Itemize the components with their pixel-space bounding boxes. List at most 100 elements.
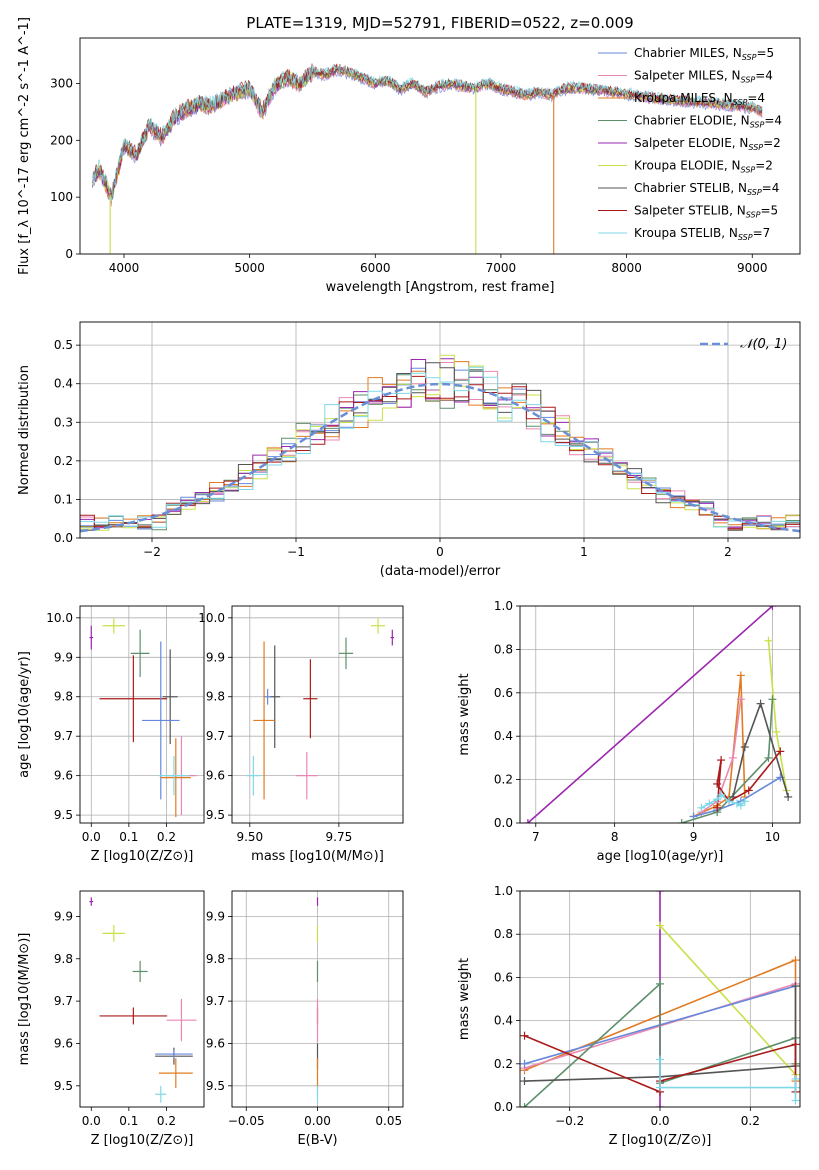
y-axis-label: mass weight (457, 673, 472, 755)
x-tick-label: −0.05 (228, 1114, 265, 1128)
legend-label: Salpeter STELIB, NSSP=5 (634, 204, 778, 220)
y-axis-label: mass weight (457, 958, 472, 1040)
x-tick-label: 0.05 (375, 1114, 402, 1128)
axes-frame (79, 37, 801, 255)
y-tick-label: 9.9 (54, 650, 73, 664)
y-tick-label: 0.3 (54, 415, 73, 429)
x-tick-label: 0.1 (119, 1114, 138, 1128)
spectrum-legend: Chabrier MILES, NSSP=5 Salpeter MILES, NS… (598, 46, 782, 242)
y-tick-label: 9.5 (206, 1079, 225, 1093)
legend-label: Salpeter ELODIE, NSSP=2 (634, 136, 781, 152)
x-axis-label: Z [log10(Z/Z⊙)] (91, 1133, 194, 1148)
legend-label: Chabrier MILES, NSSP=5 (634, 46, 774, 62)
y-tick-label: 0.8 (494, 642, 513, 656)
y-tick-label: 0.0 (494, 816, 513, 830)
x-axis-label: (data-model)/error (380, 564, 501, 579)
legend-label: Salpeter MILES, NSSP=4 (634, 69, 773, 85)
mass-vs-Z-area (89, 897, 197, 1103)
y-tick-label: 0.5 (54, 338, 73, 352)
x-tick-label: 10 (765, 830, 780, 844)
mass-vs-Z-panel: 0.0 0.1 0.2 9.5 9.6 9.7 9.8 9.9 Z [log10(Z/Z⊙)] m… (17, 890, 205, 1148)
x-tick-label: 9.75 (326, 830, 353, 844)
x-axis-label: mass [log10(M/M⊙)] (251, 849, 384, 864)
weight-vs-Z-area (520, 891, 800, 1107)
x-axis-label: age [log10(age/yr)] (597, 849, 724, 864)
axes-frame (519, 605, 801, 824)
weight-series-line (659, 925, 797, 1076)
y-tick-label: 0.4 (494, 1014, 513, 1028)
y-tick-label: 9.9 (54, 909, 73, 923)
y-tick-label: 9.6 (206, 769, 225, 783)
x-tick-label: 5000 (234, 261, 265, 275)
y-tick-label: 100 (50, 190, 73, 204)
x-tick-label: 0.0 (82, 830, 101, 844)
y-tick-label: 0.6 (494, 686, 513, 700)
age-vs-mass-area (246, 617, 395, 800)
weight-vs-age-area (523, 606, 793, 823)
x-tick-label: 0.0 (650, 1114, 669, 1128)
y-axis-label: Flux [f_λ 10^-17 erg cm^-2 s^-1 A^-1] (17, 17, 32, 275)
residual-histogram (80, 354, 800, 531)
residuals-panel: −2 −1 0 1 2 0.0 0.1 0.2 0.3 0.4 0.5 (data-model)/er… (17, 321, 801, 579)
y-tick-label: 9.5 (54, 1079, 73, 1093)
axes-frame (231, 890, 404, 1108)
figure-title: PLATE=1319, MJD=52791, FIBERID=0522, z=0… (246, 14, 633, 32)
y-tick-label: 0.2 (494, 773, 513, 787)
weight-series-line (732, 701, 789, 798)
x-tick-label: 0.2 (741, 1114, 760, 1128)
x-tick-label: 0.2 (157, 830, 176, 844)
age-vs-Z-panel: 0.0 0.1 0.2 9.5 9.6 9.7 9.8 9.9 10.0 Z [log10(Z/Z… (17, 605, 205, 864)
y-tick-label: 9.6 (206, 1036, 225, 1050)
mass-vs-ebv-panel: −0.05 0.00 0.05 9.5 9.6 9.7 9.8 9.9 E(B-V) (206, 890, 404, 1148)
weight-series-line (659, 1059, 797, 1101)
legend-label: 𝒩(0, 1) (740, 337, 787, 352)
y-axis-label: age [log10(age/yr)] (17, 651, 32, 778)
y-tick-label: 9.8 (54, 952, 73, 966)
legend-label: Chabrier ELODIE, NSSP=4 (634, 114, 782, 130)
x-axis-label: Z [log10(Z/Z⊙)] (609, 1133, 712, 1148)
x-tick-label: 6000 (360, 261, 391, 275)
x-tick-label: −1 (287, 545, 305, 559)
y-tick-label: 0.1 (54, 492, 73, 506)
y-tick-label: 0.4 (494, 729, 513, 743)
y-tick-label: 9.9 (206, 909, 225, 923)
x-tick-label: −2 (143, 545, 161, 559)
y-tick-label: 9.6 (54, 1036, 73, 1050)
x-tick-label: 0.00 (304, 1114, 331, 1128)
y-tick-label: 9.7 (206, 994, 225, 1008)
y-tick-label: 0.4 (54, 377, 73, 391)
y-tick-label: 0.2 (494, 1057, 513, 1071)
x-tick-label: 1 (580, 545, 588, 559)
x-tick-label: 8000 (611, 261, 642, 275)
y-tick-label: 300 (50, 76, 73, 90)
normal-curve (80, 382, 800, 533)
x-tick-label: 2 (724, 545, 732, 559)
y-tick-label: 9.5 (54, 808, 73, 822)
spectrum-series-line (92, 63, 763, 198)
weight-vs-age-panel: 7 8 9 10 0.0 0.2 0.4 0.6 0.8 1.0 age [log10(age/yr… (457, 599, 801, 864)
y-tick-label: 9.6 (54, 769, 73, 783)
y-tick-label: 0.2 (54, 454, 73, 468)
x-tick-label: 9.50 (236, 830, 263, 844)
x-axis-label: E(B-V) (297, 1133, 337, 1148)
x-axis-label: Z [log10(Z/Z⊙)] (91, 849, 194, 864)
x-axis-label: wavelength [Angstrom, rest frame] (326, 280, 555, 295)
y-tick-label: 0.8 (494, 927, 513, 941)
legend-label: Chabrier STELIB, NSSP=4 (634, 181, 779, 197)
spectrum-series-line (92, 64, 763, 202)
y-tick-label: 9.8 (206, 690, 225, 704)
x-tick-label: 7 (532, 830, 540, 844)
y-tick-label: 0.0 (494, 1100, 513, 1114)
x-tick-label: 8 (611, 830, 619, 844)
x-tick-label: 0.0 (82, 1114, 101, 1128)
weight-series-line (716, 750, 781, 808)
y-tick-label: 0 (65, 247, 73, 261)
age-vs-mass-panel: 9.50 9.75 9.5 9.6 9.7 9.8 9.9 10.0 mass [log10(M… (198, 605, 404, 864)
age-vs-Z-area (89, 617, 197, 818)
y-tick-label: 9.7 (54, 729, 73, 743)
x-tick-label: −0.2 (555, 1114, 584, 1128)
y-axis-label: mass [log10(M/M⊙)] (17, 933, 32, 1066)
x-tick-label: 0.2 (157, 1114, 176, 1128)
axes-frame (79, 605, 205, 824)
